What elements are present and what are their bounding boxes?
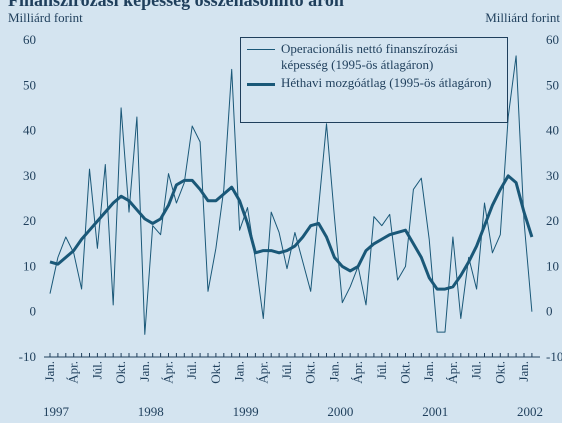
y-tick-label: 10: [23, 258, 36, 273]
legend-label: Héthavi mozgóátlag (1995-ös átlagáron): [281, 75, 492, 90]
x-tick-label: Júl.: [374, 361, 389, 379]
y2-tick-label: 10: [546, 258, 559, 273]
x-tick-label: Júl.: [469, 361, 484, 379]
x-tick-label: Júl.: [184, 361, 199, 379]
y-tick-label: 30: [23, 168, 36, 183]
legend-swatch: [247, 49, 275, 50]
x-tick-label: Okt.: [303, 361, 318, 384]
year-label: 1998: [138, 404, 164, 419]
legend-item: Héthavi mozgóátlag (1995-ös átlagáron): [247, 75, 501, 91]
year-label: 1999: [233, 404, 259, 419]
x-tick-label: Okt.: [398, 361, 413, 384]
x-tick-label: Jan.: [137, 361, 152, 382]
y-tick-label: 50: [23, 77, 36, 92]
y-tick-label: -10: [19, 349, 36, 364]
legend-label: Operacionális nettó finanszírozási képes…: [281, 41, 458, 72]
y-tick-label: 60: [23, 32, 36, 47]
legend-swatch: [247, 83, 275, 86]
series-line: [49, 55, 533, 335]
y2-tick-label: 20: [546, 213, 559, 228]
x-tick-label: Jan.: [42, 361, 57, 382]
y2-tick-label: 40: [546, 123, 559, 138]
x-tick-label: Ápr.: [255, 361, 270, 384]
x-tick-label: Ápr.: [350, 361, 365, 384]
y-tick-label: 40: [23, 123, 36, 138]
y-axis-label: Milliárd forint: [8, 10, 83, 25]
year-label: 2000: [327, 404, 353, 419]
x-tick-label: Ápr.: [445, 361, 460, 384]
y2-tick-label: 50: [546, 77, 559, 92]
year-label: 1997: [43, 404, 70, 419]
x-tick-label: Jan.: [326, 361, 341, 382]
x-tick-label: Jan.: [232, 361, 247, 382]
x-tick-label: Okt.: [492, 361, 507, 384]
series-line: [49, 174, 534, 291]
x-tick-label: Júl.: [279, 361, 294, 379]
x-tick-label: Ápr.: [161, 361, 176, 384]
legend: Operacionális nettó finanszírozási képes…: [240, 37, 508, 123]
y2-tick-label: -10: [546, 349, 562, 364]
year-label: 2001: [422, 404, 448, 419]
y-tick-label: 0: [30, 304, 37, 319]
x-tick-label: Ápr.: [66, 361, 81, 384]
y-tick-label: 20: [23, 213, 36, 228]
legend-item: Operacionális nettó finanszírozási képes…: [247, 41, 501, 73]
y2-tick-label: 0: [546, 304, 553, 319]
y2-tick-label: 30: [546, 168, 559, 183]
x-tick-label: Okt.: [113, 361, 128, 384]
year-label: 2002: [517, 404, 543, 419]
y2-tick-label: 60: [546, 32, 559, 47]
chart-title: Finanszírozási képesség összehasonlító á…: [8, 0, 344, 10]
x-tick-label: Jan.: [421, 361, 436, 382]
x-tick-label: Jan.: [516, 361, 531, 382]
y2-axis-label: Milliárd forint: [485, 10, 560, 25]
x-tick-label: Okt.: [208, 361, 223, 384]
x-tick-label: Júl.: [89, 361, 104, 379]
